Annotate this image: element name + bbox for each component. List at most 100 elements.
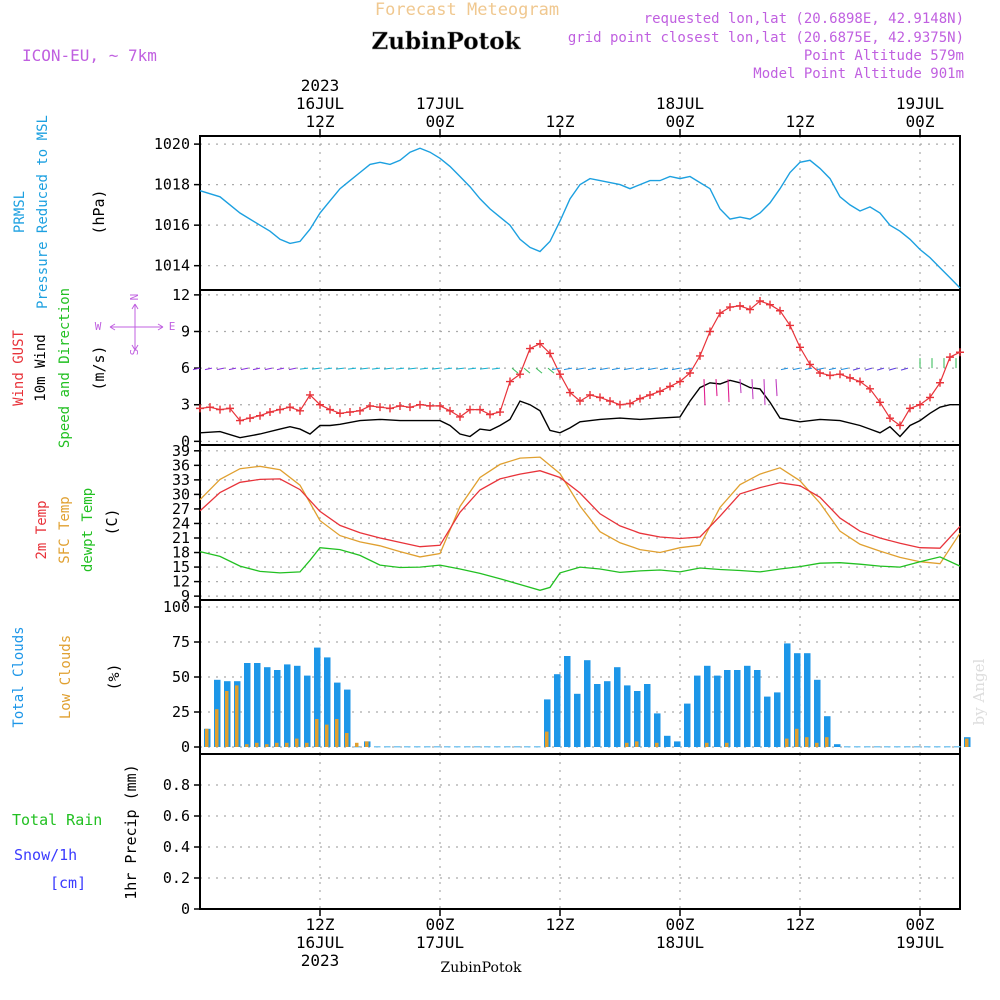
total-cloud-bar xyxy=(294,665,301,747)
wind-arrow xyxy=(900,367,909,371)
pressure-labels: PRMSL Pressure Reduced to MSL (hPa) xyxy=(12,115,108,309)
time-hour-label: 12Z xyxy=(546,112,575,131)
low-cloud-bar xyxy=(705,742,709,747)
low-cloud-bar xyxy=(335,719,339,747)
total-cloud-bar xyxy=(284,664,291,747)
gust-marker xyxy=(616,400,624,409)
total-cloud-bar xyxy=(604,681,611,747)
gust-marker xyxy=(346,408,354,417)
time-hour-label: 12Z xyxy=(786,915,815,934)
gust-marker xyxy=(456,412,464,421)
total-cloud-bar xyxy=(454,746,461,748)
wind-arrow xyxy=(739,379,742,394)
wind-arrow xyxy=(371,367,381,370)
low-cloud-bar xyxy=(275,742,279,747)
low-cloud-bar xyxy=(355,742,359,747)
low-cloud-bar xyxy=(305,742,309,747)
gust-marker xyxy=(286,403,294,412)
model-label: ICON-EU, ~ 7km xyxy=(22,46,157,65)
y-tick-label: 75 xyxy=(172,633,190,651)
compass-e: E xyxy=(169,320,176,333)
total-cloud-bar xyxy=(544,699,551,747)
y-tick-label: 1018 xyxy=(154,176,190,194)
time-date-label: 17JUL xyxy=(416,94,464,113)
y-tick-label: 12 xyxy=(172,286,190,304)
gust-marker xyxy=(606,397,614,406)
wind-arrow xyxy=(775,379,778,397)
precip-labels: Total Rain Snow/1h [cm] 1hr Precip (mm) xyxy=(12,764,140,899)
y-tick-label: 50 xyxy=(172,668,190,686)
wind-arrow xyxy=(264,367,273,371)
total-cloud-bar xyxy=(784,643,791,747)
total-cloud-bar xyxy=(884,746,891,748)
y-tick-label: 0.6 xyxy=(163,807,190,825)
total-cloud-bar xyxy=(494,746,501,748)
compass-arrows xyxy=(109,303,164,351)
wind-arrow xyxy=(635,367,645,371)
time-hour-label: 00Z xyxy=(426,112,455,131)
temp-unit-label: (C) xyxy=(103,508,121,535)
total-cloud-bar xyxy=(764,696,771,747)
gust-marker xyxy=(816,368,824,377)
wind-arrow xyxy=(840,367,849,371)
time-year-label: 2023 xyxy=(301,951,340,970)
gust-marker xyxy=(916,400,924,409)
low-cloud-bar xyxy=(655,742,659,747)
gust-marker xyxy=(876,398,884,407)
wind-arrow xyxy=(683,367,693,371)
gust-marker xyxy=(736,301,744,310)
wind-direction-arrows xyxy=(192,358,957,406)
gust-marker xyxy=(756,296,764,305)
wind-labels: Wind GUST 10m Wind Speed and Direction (… xyxy=(11,288,175,448)
time-date-label: 16JUL xyxy=(296,94,344,113)
total-cloud-bar xyxy=(874,746,881,748)
compass-n: N xyxy=(128,294,141,301)
gust-marker xyxy=(746,305,754,314)
gust-marker xyxy=(526,344,534,353)
precip-panel: 0 0.2 0.4 0.6 0.8 xyxy=(163,753,961,918)
gust-marker xyxy=(846,373,854,382)
prmsl-desc-label: Pressure Reduced to MSL xyxy=(35,115,51,309)
gust-marker xyxy=(926,393,934,402)
y-tick-label: 0.8 xyxy=(163,776,190,794)
y-tick-label: 9 xyxy=(181,587,190,605)
time-date-label: 19JUL xyxy=(896,933,944,952)
t2m-line xyxy=(199,470,961,549)
wind-unit-label: (m/s) xyxy=(90,345,108,390)
total-cloud-bar xyxy=(824,716,831,747)
temperature-labels: 2m Temp SFC Temp dewpt Temp (C) xyxy=(34,488,121,572)
panel-frame xyxy=(199,135,961,291)
wind-arrow xyxy=(599,367,609,371)
wind-arrow xyxy=(419,367,429,370)
total-cloud-bar xyxy=(534,746,541,748)
gust-marker xyxy=(546,349,554,358)
gust-marker xyxy=(256,411,264,420)
gust-marker xyxy=(216,405,224,414)
low-cloud-bar xyxy=(245,744,249,747)
wind-gust-line xyxy=(199,300,961,427)
total-clouds-label: Total Clouds xyxy=(11,626,27,727)
gust-marker xyxy=(426,401,434,410)
gust-marker xyxy=(856,377,864,386)
y-tick-label: 21 xyxy=(172,529,190,547)
total-cloud-bar xyxy=(954,746,961,748)
total-cloud-bar xyxy=(814,679,821,747)
compass-rose: N S W E xyxy=(95,294,176,356)
gust-marker xyxy=(556,370,564,379)
total-cloud-bar xyxy=(944,746,951,748)
gust-marker xyxy=(486,410,494,419)
gust-marker xyxy=(406,403,414,412)
total-cloud-bar xyxy=(614,667,621,747)
wind-arrow xyxy=(347,367,357,370)
wind-arrow xyxy=(204,367,213,371)
total-cloud-bar xyxy=(464,746,471,748)
total-cloud-bar xyxy=(934,746,941,748)
total-cloud-bar xyxy=(254,663,261,747)
wind-arrow xyxy=(467,367,477,370)
total-cloud-bar xyxy=(264,667,271,747)
low-cloud-bar xyxy=(815,742,819,747)
wind-arrow xyxy=(455,367,465,370)
y-tick-label: 39 xyxy=(172,442,190,460)
total-cloud-bar xyxy=(714,675,721,747)
gust-marker xyxy=(246,414,254,423)
